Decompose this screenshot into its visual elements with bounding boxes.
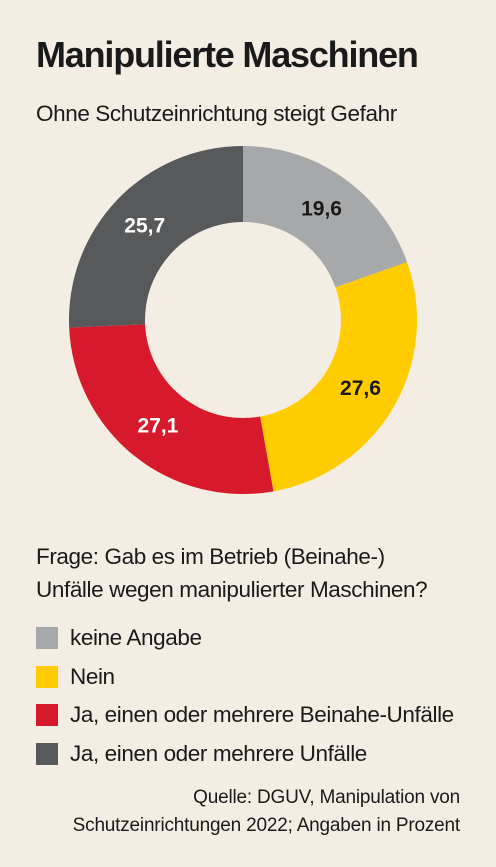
question-line-1: Frage: Gab es im Betrieb (Beinahe-)	[36, 544, 385, 569]
data-label-nein: 27,6	[340, 377, 381, 400]
slice-beinahe-unfaelle	[69, 324, 274, 494]
legend-swatch-keine-angabe	[36, 627, 58, 650]
legend-swatch-nein	[36, 665, 58, 688]
legend-label-beinahe-unfaelle: Ja, einen oder mehrere Beinahe-Unfälle	[70, 702, 454, 728]
legend-label-keine-angabe: keine Angabe	[70, 625, 202, 651]
survey-question: Frage: Gab es im Betrieb (Beinahe-) Unfä…	[36, 540, 428, 606]
source-line-2: Schutzeinrichtungen 2022; Angaben in Pro…	[72, 815, 461, 836]
legend-item-unfaelle: Ja, einen oder mehrere Unfälle	[36, 735, 454, 774]
data-label-beinahe-unfaelle: 27,1	[138, 415, 179, 438]
legend-label-unfaelle: Ja, einen oder mehrere Unfälle	[70, 740, 367, 766]
legend: keine Angabe Nein Ja, einen oder mehrere…	[36, 619, 454, 773]
legend-item-beinahe-unfaelle: Ja, einen oder mehrere Beinahe-Unfälle	[36, 696, 454, 735]
legend-swatch-unfaelle	[36, 742, 58, 765]
source-note: Quelle: DGUV, Manipulation von Schutzein…	[72, 784, 461, 840]
legend-item-nein: Nein	[36, 658, 454, 697]
source-line-1: Quelle: DGUV, Manipulation von	[193, 787, 460, 808]
question-line-2: Unfälle wegen manipulierter Maschinen?	[36, 577, 428, 602]
legend-swatch-beinahe-unfaelle	[36, 704, 58, 727]
legend-item-keine-angabe: keine Angabe	[36, 619, 454, 658]
chart-subtitle: Ohne Schutzeinrichtung steigt Gefahr	[36, 101, 397, 126]
slice-keine-angabe	[243, 146, 408, 288]
data-label-unfaelle: 25,7	[124, 214, 165, 237]
legend-label-nein: Nein	[70, 663, 115, 689]
chart-title: Manipulierte Maschinen	[36, 34, 419, 75]
slice-nein	[260, 262, 417, 492]
slice-unfaelle	[68, 146, 243, 328]
donut-chart: 19,6 27,6 27,1 25,7	[68, 146, 417, 494]
data-label-keine-angabe: 19,6	[301, 197, 342, 220]
